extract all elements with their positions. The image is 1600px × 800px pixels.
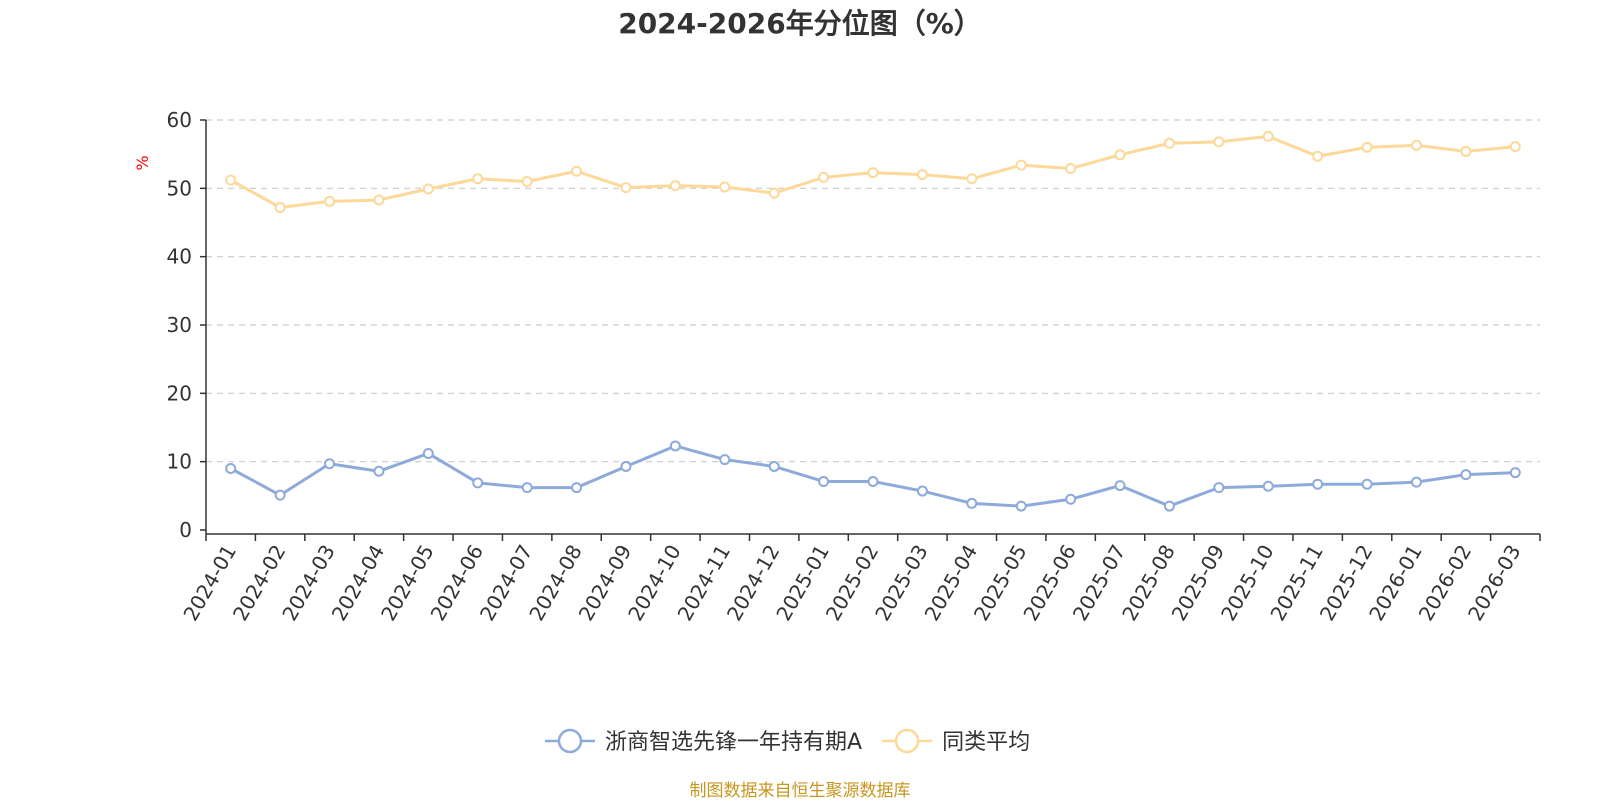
data-point[interactable] — [669, 180, 681, 192]
data-point[interactable] — [373, 465, 385, 477]
data-point[interactable] — [1312, 150, 1324, 162]
data-point[interactable] — [274, 201, 286, 213]
data-point[interactable] — [916, 169, 928, 181]
y-tick-label: 10 — [167, 450, 192, 474]
series-同类平均 — [225, 130, 1521, 213]
data-point[interactable] — [768, 460, 780, 472]
legend-item[interactable]: 同类平均 — [882, 728, 1030, 755]
data-point[interactable] — [1509, 467, 1521, 479]
data-point[interactable] — [1015, 159, 1027, 171]
data-point[interactable] — [1114, 480, 1126, 492]
data-point[interactable] — [571, 482, 583, 494]
data-point[interactable] — [719, 454, 731, 466]
chart-title: 2024-2026年分位图（%） — [618, 7, 982, 40]
data-point[interactable] — [324, 458, 336, 470]
data-point[interactable] — [768, 187, 780, 199]
data-point[interactable] — [1410, 476, 1422, 488]
y-tick-label: 0 — [179, 518, 192, 542]
data-point[interactable] — [571, 165, 583, 177]
data-point[interactable] — [1065, 493, 1077, 505]
data-point[interactable] — [1015, 500, 1027, 512]
data-point[interactable] — [1213, 482, 1225, 494]
data-point[interactable] — [1460, 145, 1472, 157]
series-layer — [225, 130, 1521, 512]
data-point[interactable] — [719, 181, 731, 193]
data-point[interactable] — [1509, 141, 1521, 153]
data-point[interactable] — [1114, 149, 1126, 161]
data-point[interactable] — [472, 477, 484, 489]
y-tick-label: 40 — [167, 245, 192, 269]
data-point[interactable] — [324, 195, 336, 207]
data-point[interactable] — [1410, 139, 1422, 151]
data-point[interactable] — [1361, 141, 1373, 153]
data-point[interactable] — [422, 183, 434, 195]
y-tick-label: 50 — [167, 176, 192, 200]
data-point[interactable] — [1312, 478, 1324, 490]
data-point[interactable] — [373, 194, 385, 206]
data-point[interactable] — [422, 447, 434, 459]
legend-label: 浙商智选先锋一年持有期A — [605, 730, 862, 755]
data-point[interactable] — [966, 173, 978, 185]
data-point[interactable] — [274, 489, 286, 501]
source-note: 制图数据来自恒生聚源数据库 — [690, 781, 911, 800]
data-point[interactable] — [1460, 469, 1472, 481]
data-point[interactable] — [669, 440, 681, 452]
y-tick-label: 30 — [167, 313, 192, 337]
data-point[interactable] — [620, 460, 632, 472]
legend-marker — [894, 728, 920, 754]
data-point[interactable] — [620, 182, 632, 194]
data-point[interactable] — [1065, 163, 1077, 175]
y-axis-label: % — [133, 155, 152, 170]
data-point[interactable] — [521, 176, 533, 187]
data-point[interactable] — [818, 475, 830, 487]
y-tick-label: 20 — [167, 381, 192, 405]
legend-item[interactable]: 浙商智选先锋一年持有期A — [545, 728, 862, 755]
data-point[interactable] — [966, 497, 978, 509]
legend-marker — [557, 728, 583, 754]
data-point[interactable] — [1361, 478, 1373, 490]
data-point[interactable] — [1262, 480, 1274, 492]
legend: 浙商智选先锋一年持有期A 同类平均 — [545, 728, 1030, 755]
data-point[interactable] — [1213, 136, 1225, 148]
axes: 01020304050602024-012024-022024-032024-0… — [167, 108, 1541, 625]
data-point[interactable] — [225, 463, 237, 474]
data-point[interactable] — [1163, 500, 1175, 512]
data-point[interactable] — [521, 482, 533, 494]
series-浙商智选先锋一年持有期A — [225, 440, 1521, 512]
data-point[interactable] — [867, 475, 879, 487]
legend-label: 同类平均 — [942, 730, 1030, 755]
data-point[interactable] — [1262, 130, 1274, 142]
data-point[interactable] — [472, 173, 484, 185]
y-tick-label: 60 — [167, 108, 192, 132]
data-point[interactable] — [225, 174, 237, 186]
data-point[interactable] — [1163, 137, 1175, 149]
data-point[interactable] — [916, 485, 928, 497]
grid-lines — [206, 119, 1540, 463]
data-point[interactable] — [818, 171, 830, 183]
data-point[interactable] — [867, 167, 879, 179]
